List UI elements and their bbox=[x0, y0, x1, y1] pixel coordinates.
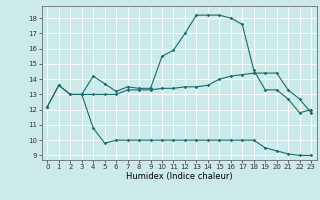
X-axis label: Humidex (Indice chaleur): Humidex (Indice chaleur) bbox=[126, 172, 233, 181]
